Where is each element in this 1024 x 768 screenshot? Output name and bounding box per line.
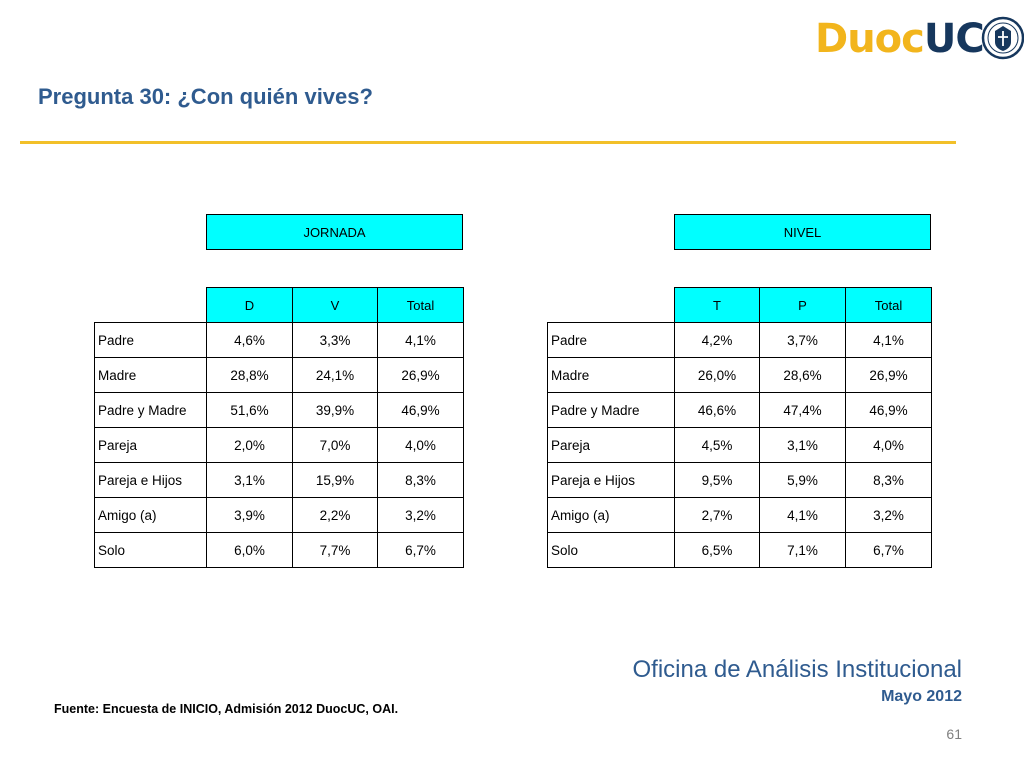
table-cell: 26,0% [674,357,760,393]
row-label: Solo [94,532,207,568]
table-cell: 6,7% [377,532,464,568]
page-title: Pregunta 30: ¿Con quién vives? [38,84,373,109]
table-row: Solo 6,0% 7,7% 6,7% [94,532,464,568]
table-cell: 6,0% [206,532,293,568]
row-label: Pareja e Hijos [547,462,675,498]
nivel-banner-label: NIVEL [783,224,822,240]
table-row: Amigo (a) 3,9% 2,2% 3,2% [94,497,464,533]
table-cell: 3,1% [206,462,293,498]
table-row: Pareja 4,5% 3,1% 4,0% [547,427,932,463]
table-cell: 28,8% [206,357,293,393]
table-cell: 4,5% [674,427,760,463]
table-header-row: D V Total [95,287,464,323]
row-label: Madre [94,357,207,393]
report-date: Mayo 2012 [881,688,962,705]
table-cell: 15,9% [292,462,378,498]
table-cell: 9,5% [674,462,760,498]
row-label: Amigo (a) [94,497,207,533]
row-label: Solo [547,532,675,568]
table-cell: 7,1% [759,532,846,568]
logo-text-uc: UC [923,16,985,62]
table-cell: 47,4% [759,392,846,428]
table-cell: 4,1% [845,322,932,358]
logo-text-duoc: Duoc [815,16,925,62]
table-cell: 4,1% [759,497,846,533]
table-cell: 5,9% [759,462,846,498]
table-row: Madre 26,0% 28,6% 26,9% [547,357,932,393]
table-row: Pareja e Hijos 3,1% 15,9% 8,3% [94,462,464,498]
office-name: Oficina de Análisis Institucional [632,656,962,683]
table-cell: 3,2% [377,497,464,533]
logo-wordmark: DuocUC [815,16,985,62]
table-cell: 3,7% [759,322,846,358]
table-cell: 39,9% [292,392,378,428]
column-header: V [292,287,378,323]
row-label: Amigo (a) [547,497,675,533]
table-cell: 4,1% [377,322,464,358]
column-header: P [759,287,846,323]
table-header-row: T P Total [548,287,932,323]
jornada-table: D V Total Padre 4,6% 3,3% 4,1% Madre 28,… [94,287,464,568]
table-cell: 3,1% [759,427,846,463]
table-cell: 24,1% [292,357,378,393]
table-cell: 8,3% [845,462,932,498]
jornada-banner: JORNADA [206,214,463,250]
table-row: Solo 6,5% 7,1% 6,7% [547,532,932,568]
row-label: Padre [94,322,207,358]
table-row: Pareja 2,0% 7,0% 4,0% [94,427,464,463]
table-row: Amigo (a) 2,7% 4,1% 3,2% [547,497,932,533]
table-cell: 8,3% [377,462,464,498]
title-divider [20,141,956,144]
table-cell: 6,5% [674,532,760,568]
row-label: Pareja [94,427,207,463]
table-cell: 46,9% [845,392,932,428]
nivel-table: T P Total Padre 4,2% 3,7% 4,1% Madre 26,… [547,287,932,568]
table-cell: 4,2% [674,322,760,358]
table-row: Padre 4,2% 3,7% 4,1% [547,322,932,358]
table-cell: 3,2% [845,497,932,533]
row-label: Padre y Madre [547,392,675,428]
page-number: 61 [946,726,962,742]
row-label: Pareja e Hijos [94,462,207,498]
column-header: Total [377,287,464,323]
table-cell: 7,0% [292,427,378,463]
table-cell: 51,6% [206,392,293,428]
table-cell: 4,0% [845,427,932,463]
table-cell: 2,2% [292,497,378,533]
column-header: Total [845,287,932,323]
table-cell: 26,9% [845,357,932,393]
table-cell: 4,0% [377,427,464,463]
table-cell: 2,0% [206,427,293,463]
table-row: Padre y Madre 46,6% 47,4% 46,9% [547,392,932,428]
table-cell: 2,7% [674,497,760,533]
jornada-banner-label: JORNADA [303,224,366,240]
table-row: Padre y Madre 51,6% 39,9% 46,9% [94,392,464,428]
row-label: Madre [547,357,675,393]
table-row: Padre 4,6% 3,3% 4,1% [94,322,464,358]
table-corner [95,288,207,323]
row-label: Pareja [547,427,675,463]
table-cell: 28,6% [759,357,846,393]
column-header: D [206,287,293,323]
table-corner [548,288,675,323]
source-note: Fuente: Encuesta de INICIO, Admisión 201… [54,702,399,716]
nivel-banner: NIVEL [674,214,931,250]
row-label: Padre y Madre [94,392,207,428]
table-cell: 7,7% [292,532,378,568]
table-cell: 3,3% [292,322,378,358]
table-cell: 26,9% [377,357,464,393]
uc-seal-icon [981,16,1024,60]
table-cell: 4,6% [206,322,293,358]
table-cell: 6,7% [845,532,932,568]
table-cell: 46,9% [377,392,464,428]
table-row: Pareja e Hijos 9,5% 5,9% 8,3% [547,462,932,498]
row-label: Padre [547,322,675,358]
table-row: Madre 28,8% 24,1% 26,9% [94,357,464,393]
table-cell: 46,6% [674,392,760,428]
table-cell: 3,9% [206,497,293,533]
column-header: T [674,287,760,323]
